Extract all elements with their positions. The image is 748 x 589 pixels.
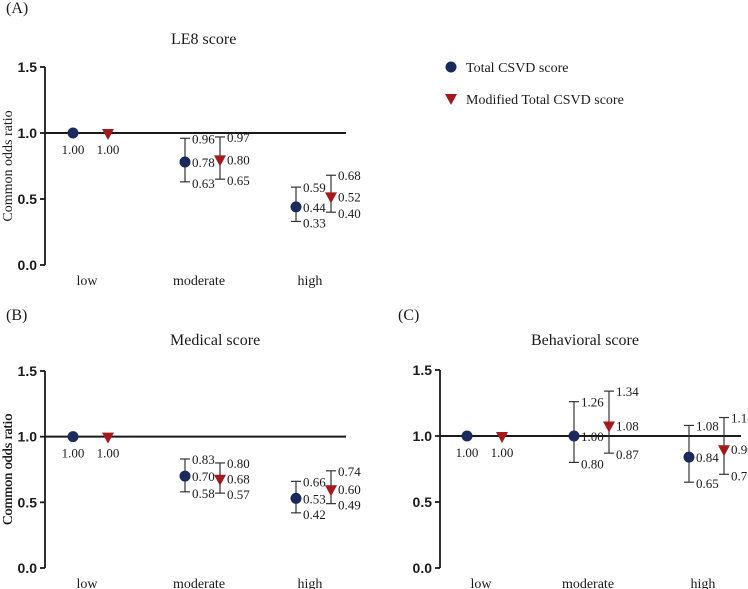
data-point-triangle [603,421,615,433]
upper-ci-label: 1.08 [696,418,719,433]
point-estimate-label: 0.44 [303,200,326,215]
lower-ci-label: 0.71 [731,468,748,483]
point-estimate-label: 0.90 [731,442,748,457]
x-tick-label: high [298,577,323,589]
data-point-circle [461,430,473,442]
chart-title: Medical score [170,332,260,349]
upper-ci-label: 0.97 [227,130,250,145]
lower-ci-label: 0.57 [227,487,250,502]
y-tick-label: 0.5 [18,494,38,510]
data-point-triangle [102,432,114,444]
point-estimate-label: 0.53 [303,491,326,506]
lower-ci-label: 0.65 [227,173,250,188]
upper-ci-label: 0.74 [338,464,361,479]
lower-ci-label: 0.40 [338,206,361,221]
chart-panel: (B) Medical score 0.0 0.5 1.0 1.5 Common odds … [1,307,361,589]
panel-label: (A) [6,0,28,17]
data-point-circle [568,430,580,442]
data-point-triangle [496,432,508,443]
lower-ci-label: 0.58 [192,486,215,501]
upper-ci-label: 1.26 [581,395,604,410]
x-tick-label: low [77,577,99,589]
y-tick-label: 0.5 [18,191,38,207]
point-estimate-label: 1.00 [491,445,514,460]
lower-ci-label: 0.49 [338,498,361,513]
panel-label: (B) [6,307,27,324]
chart-title: LE8 score [171,31,236,48]
y-axis-label: Common odds ratio [1,110,16,221]
chart-panel: (C) Behavioral score 0.0 0.5 1.0 1.5 Common od… [1,307,748,589]
data-point-triangle [102,129,114,140]
legend: Total CSVD score Modified Total CSVD sco… [445,61,624,108]
point-estimate-label: 1.00 [62,446,85,461]
legend-marker-modified [445,94,457,105]
lower-ci-label: 0.42 [303,507,326,522]
point-estimate-label: 0.60 [338,482,361,497]
data-point-circle [683,451,695,463]
point-estimate-label: 0.52 [338,189,361,204]
upper-ci-label: 1.14 [731,411,748,426]
upper-ci-label: 0.96 [192,131,215,146]
legend-label-modified: Modified Total CSVD score [466,93,624,108]
chart-title: Behavioral score [531,332,639,349]
x-tick-label: low [77,274,99,289]
upper-ci-label: 1.34 [616,384,639,399]
data-point-circle [290,201,302,213]
y-tick-label: 1.5 [18,363,38,379]
y-tick-label: 0.0 [413,560,433,576]
y-tick-label: 0.0 [18,257,38,273]
point-estimate-label: 0.78 [192,155,215,170]
point-estimate-label: 0.84 [696,450,719,465]
y-tick-label: 0.5 [413,494,433,510]
panel-label: (C) [398,307,419,324]
upper-ci-label: 0.80 [227,456,250,471]
point-estimate-label: 0.70 [192,469,215,484]
data-point-triangle [718,445,730,457]
y-tick-label: 0.0 [18,560,38,576]
data-point-circle [179,156,191,168]
lower-ci-label: 0.33 [303,215,326,230]
y-tick-label: 1.5 [18,59,38,75]
lower-ci-label: 0.63 [192,176,215,191]
upper-ci-label: 0.68 [338,168,361,183]
x-tick-label: moderate [173,577,225,589]
y-tick-label: 1.0 [18,429,38,445]
chart-panel: (A) LE8 score 0.0 0.5 1.0 1.5 Common odds rati… [1,0,361,289]
x-tick-label: high [691,577,716,589]
point-estimate-label: 1.08 [616,418,639,433]
data-point-triangle [325,485,337,497]
data-point-triangle [325,192,337,204]
legend-label-total: Total CSVD score [466,61,568,76]
y-tick-label: 1.0 [18,125,38,141]
point-estimate-label: 1.00 [581,429,604,444]
lower-ci-label: 0.80 [581,456,604,471]
y-axis-label: Common odds ratio [1,413,16,524]
point-estimate-label: 1.00 [62,142,85,157]
point-estimate-label: 1.00 [97,446,120,461]
upper-ci-label: 0.66 [303,474,326,489]
lower-ci-label: 0.87 [616,447,639,462]
x-tick-label: high [298,274,323,289]
data-point-triangle [214,474,226,486]
legend-marker-total [445,61,457,73]
data-point-triangle [214,155,226,167]
data-point-circle [67,127,79,139]
point-estimate-label: 1.00 [456,445,479,460]
point-estimate-label: 1.00 [97,142,120,157]
data-point-circle [67,431,79,443]
x-tick-label: low [471,577,493,589]
point-estimate-label: 0.68 [227,472,250,487]
y-tick-label: 1.0 [413,428,433,444]
lower-ci-label: 0.65 [696,476,719,491]
point-estimate-label: 0.80 [227,152,250,167]
upper-ci-label: 0.83 [192,452,215,467]
y-tick-label: 1.5 [413,362,433,378]
data-point-circle [290,492,302,504]
y-axis-label: Common odds ratio [1,414,16,525]
upper-ci-label: 0.59 [303,180,326,195]
data-point-circle [179,470,191,482]
x-tick-label: moderate [173,274,225,289]
x-tick-label: moderate [562,577,614,589]
